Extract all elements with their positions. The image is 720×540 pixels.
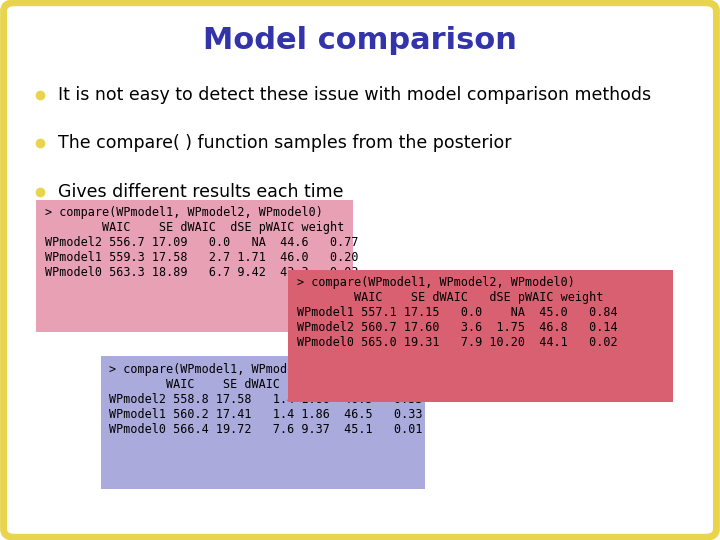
FancyBboxPatch shape: [36, 200, 353, 332]
FancyBboxPatch shape: [288, 270, 673, 402]
FancyBboxPatch shape: [101, 356, 425, 489]
Text: > compare(WPmodel1, WPmodel2, WPmodel0)
        WAIC    SE dWAIC  dSE pWAIC weig: > compare(WPmodel1, WPmodel2, WPmodel0) …: [109, 363, 423, 436]
Text: > compare(WPmodel1, WPmodel2, WPmodel0)
        WAIC    SE dWAIC  dSE pWAIC weig: > compare(WPmodel1, WPmodel2, WPmodel0) …: [45, 206, 358, 279]
Text: Model comparison: Model comparison: [203, 26, 517, 55]
FancyBboxPatch shape: [4, 3, 716, 537]
Text: It is not easy to detect these issue with model comparison methods: It is not easy to detect these issue wit…: [58, 85, 651, 104]
Text: > compare(WPmodel1, WPmodel2, WPmodel0)
        WAIC    SE dWAIC   dSE pWAIC wei: > compare(WPmodel1, WPmodel2, WPmodel0) …: [297, 276, 617, 349]
Text: Gives different results each time: Gives different results each time: [58, 183, 343, 201]
Text: The compare( ) function samples from the posterior: The compare( ) function samples from the…: [58, 134, 511, 152]
